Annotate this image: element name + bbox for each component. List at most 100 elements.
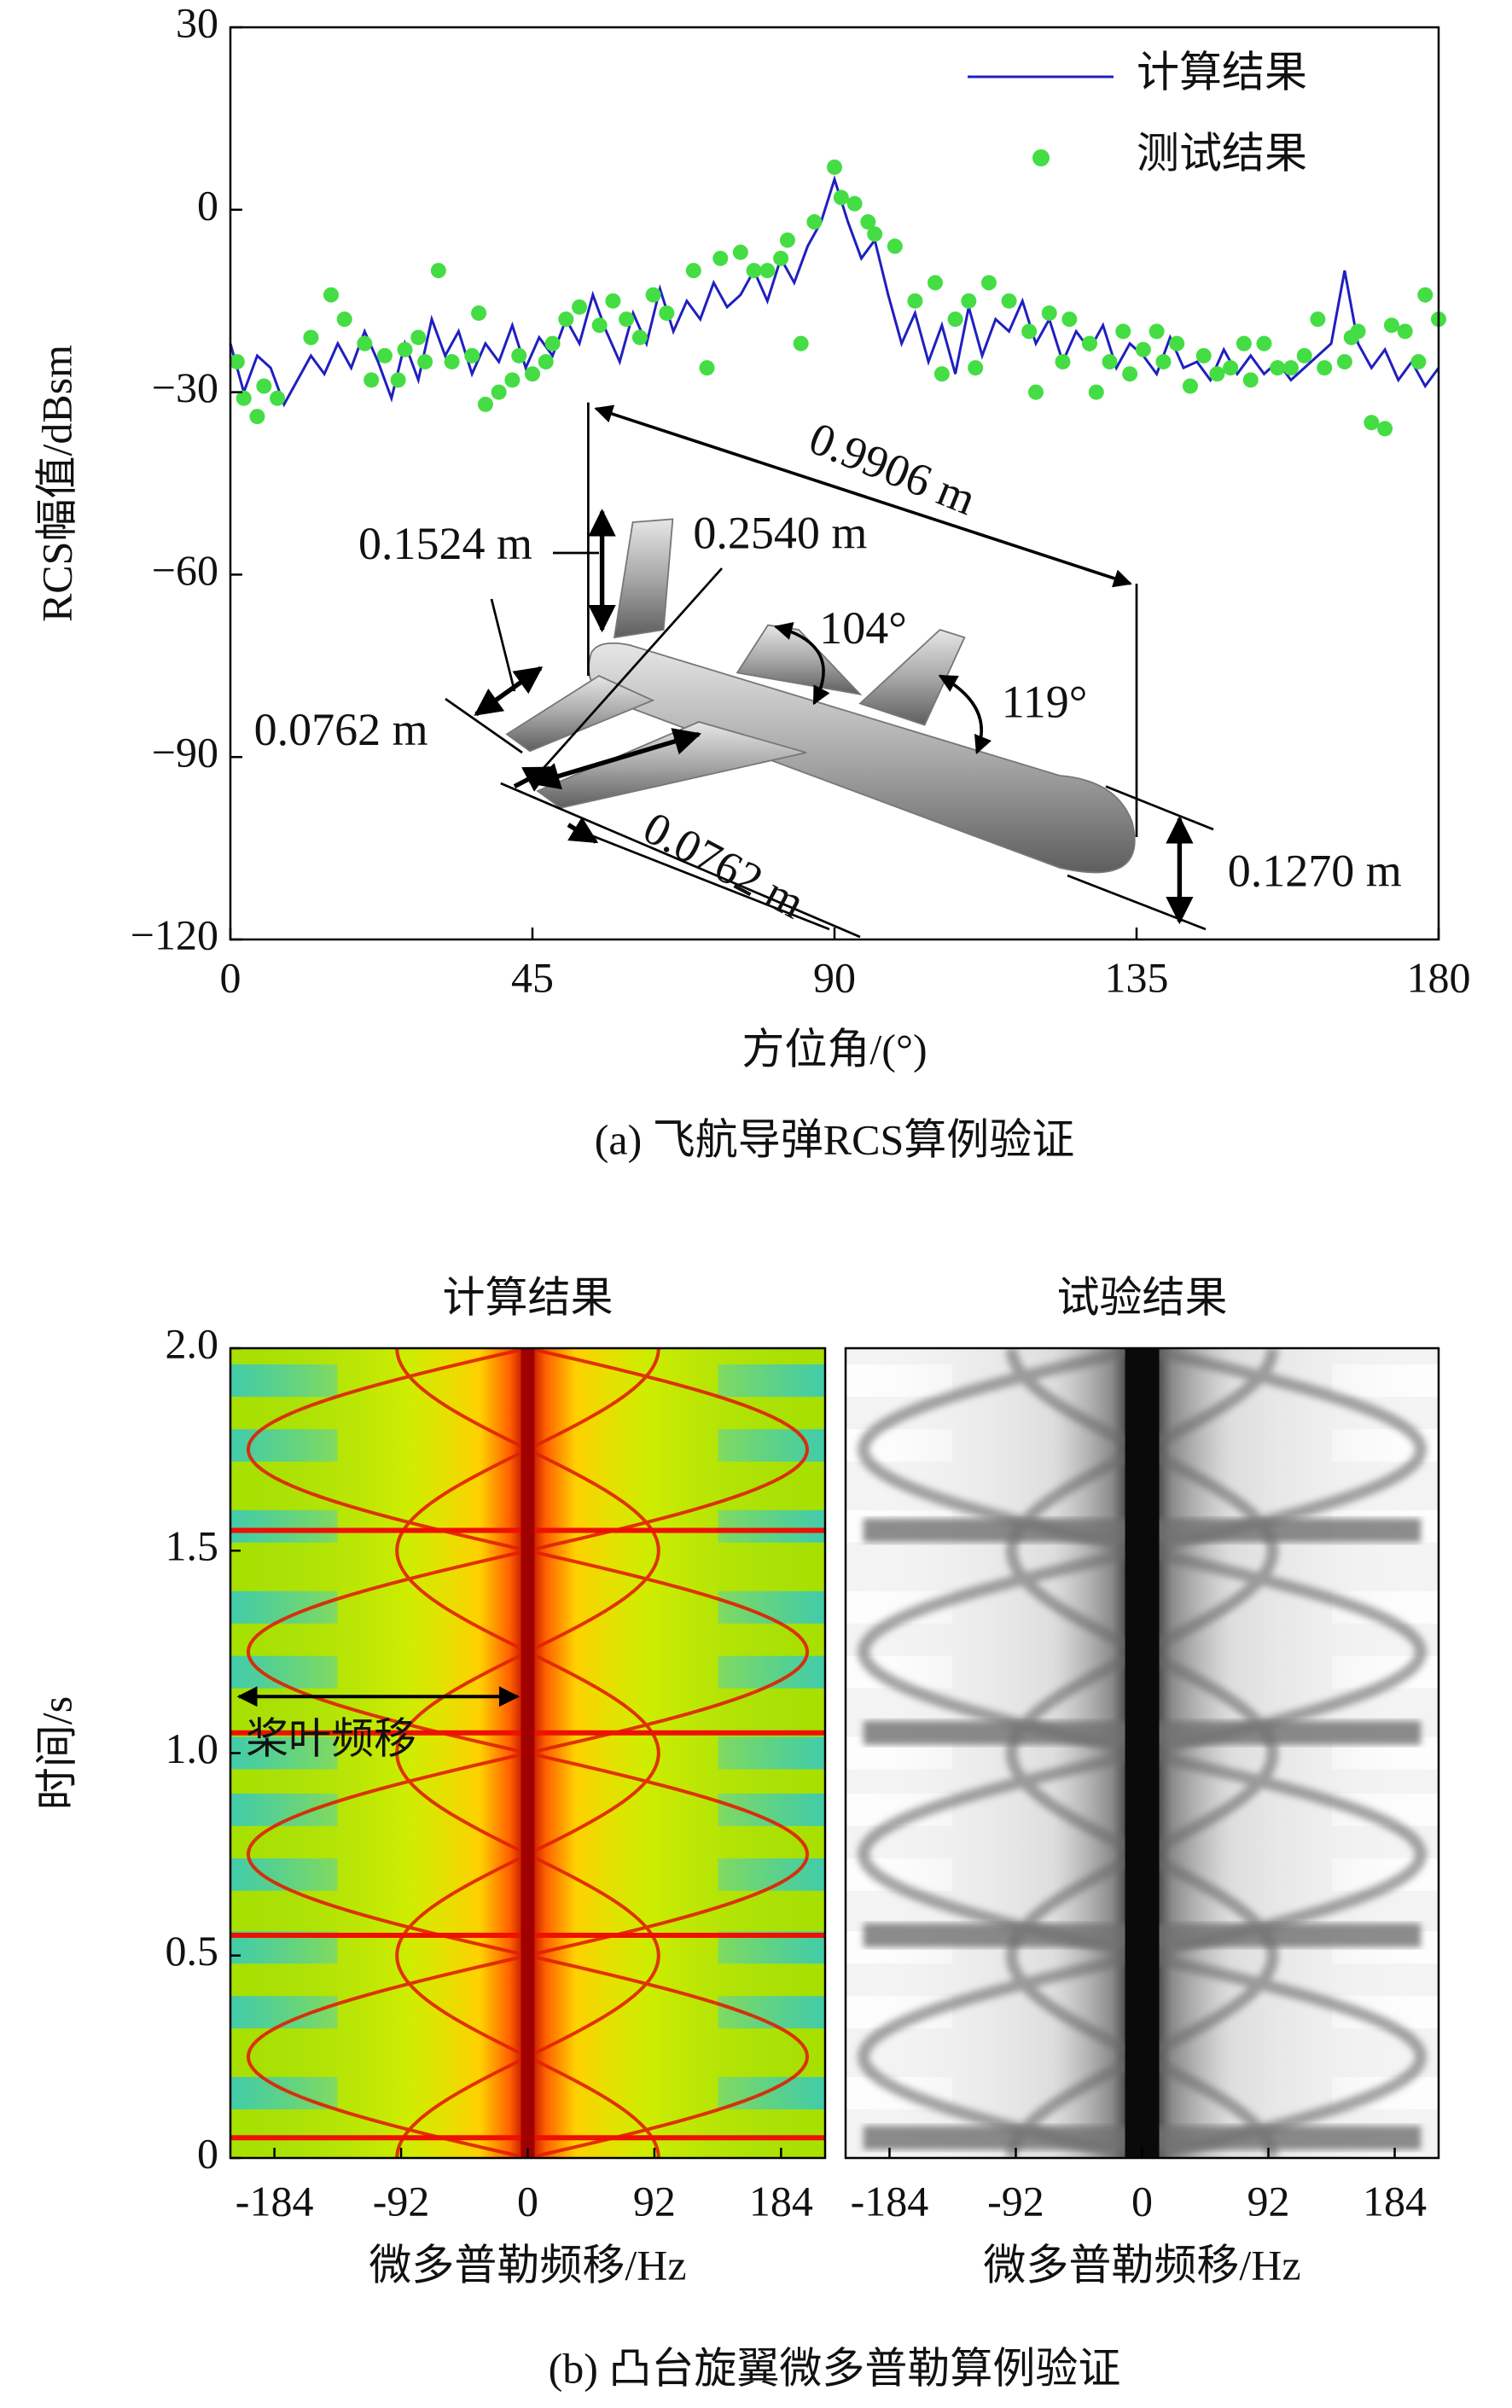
x-tick-label: 45 bbox=[511, 953, 554, 1001]
spectrogram-image bbox=[230, 1348, 825, 2158]
data-point bbox=[270, 390, 286, 406]
image-axis bbox=[520, 1348, 535, 2158]
leader-line bbox=[490, 598, 516, 692]
data-point bbox=[793, 335, 809, 352]
y-tick-label: −90 bbox=[152, 729, 218, 776]
data-point bbox=[1377, 421, 1393, 437]
data-point bbox=[961, 293, 977, 309]
image-axis bbox=[1125, 1348, 1160, 2158]
data-point bbox=[980, 275, 997, 291]
caption: (a) 飞航导弹RCS算例验证 bbox=[595, 1115, 1075, 1163]
data-point bbox=[1282, 360, 1299, 376]
data-point bbox=[249, 409, 265, 425]
data-point bbox=[685, 263, 701, 279]
data-point bbox=[779, 232, 795, 248]
data-point bbox=[376, 347, 393, 364]
data-point bbox=[1350, 323, 1366, 340]
data-point bbox=[544, 335, 561, 352]
data-point bbox=[390, 372, 406, 388]
data-point bbox=[1417, 287, 1433, 303]
x-tick-label: 180 bbox=[1407, 953, 1471, 1001]
data-point bbox=[1242, 372, 1259, 388]
data-point bbox=[712, 250, 729, 266]
y-tick-label: 30 bbox=[176, 0, 218, 46]
data-point bbox=[558, 311, 574, 328]
legend-label: 计算结果 bbox=[1137, 48, 1307, 96]
dimension-arrow bbox=[567, 817, 599, 844]
x-tick-label: 184 bbox=[749, 2177, 813, 2225]
data-point bbox=[746, 263, 762, 279]
x-tick-label: 135 bbox=[1105, 953, 1169, 1001]
data-point bbox=[699, 360, 715, 376]
data-point bbox=[631, 329, 648, 346]
dimension-arrow bbox=[532, 728, 702, 790]
data-point bbox=[1102, 353, 1118, 369]
dimension-arrow bbox=[513, 765, 553, 792]
data-point bbox=[1028, 384, 1044, 400]
data-point bbox=[1296, 347, 1312, 364]
data-point bbox=[1149, 323, 1165, 340]
x-tick-label: -184 bbox=[851, 2177, 929, 2225]
data-point bbox=[1135, 341, 1151, 358]
x-axis-label: 微多普勒频移/Hz bbox=[369, 2241, 686, 2289]
data-point bbox=[591, 317, 608, 334]
y-tick-label: 0 bbox=[197, 2129, 218, 2177]
guide-line bbox=[445, 697, 523, 754]
y-tick-label: −120 bbox=[131, 910, 218, 958]
data-line bbox=[229, 175, 1440, 408]
image-curve bbox=[395, 1348, 660, 2158]
data-point bbox=[1397, 323, 1413, 340]
image-curve bbox=[395, 1348, 660, 2158]
data-point bbox=[357, 335, 373, 352]
data-point bbox=[1270, 360, 1286, 376]
spectrogram-image bbox=[846, 1348, 1439, 2158]
data-point bbox=[1115, 323, 1131, 340]
y-tick-label: 0 bbox=[197, 181, 218, 229]
annotation: 0.1524 m bbox=[358, 518, 532, 569]
data-point bbox=[572, 299, 588, 315]
x-tick-label: -184 bbox=[236, 2177, 314, 2225]
y-tick-label: 1.0 bbox=[166, 1725, 219, 1772]
data-point bbox=[887, 238, 903, 254]
y-tick-label: 2.0 bbox=[166, 1319, 219, 1367]
data-point bbox=[773, 250, 789, 266]
x-tick-label: 0 bbox=[220, 953, 241, 1001]
data-point bbox=[1383, 317, 1399, 334]
x-axis-label: 方位角/(°) bbox=[741, 1025, 927, 1073]
annotation: 0.1270 m bbox=[1228, 845, 1402, 896]
missile-diagram: 0.9906 m 0.1524 m 0.2540 m 104° 119° 0.0… bbox=[254, 402, 1402, 939]
x-tick-label: -92 bbox=[373, 2177, 430, 2225]
annotation: 119° bbox=[1002, 676, 1088, 727]
data-point bbox=[1001, 293, 1017, 309]
data-point bbox=[363, 372, 380, 388]
data-point bbox=[1182, 378, 1198, 394]
data-point bbox=[1055, 353, 1071, 369]
data-point bbox=[933, 366, 950, 382]
data-point bbox=[256, 378, 272, 394]
dimension-line bbox=[575, 828, 830, 931]
panel-title: 计算结果 bbox=[443, 1273, 614, 1321]
data-point bbox=[1223, 360, 1239, 376]
data-point bbox=[968, 360, 984, 376]
data-point bbox=[1088, 384, 1104, 400]
data-point bbox=[928, 275, 943, 291]
tail bbox=[613, 518, 674, 639]
data-point bbox=[397, 341, 413, 358]
x-tick-label: 0 bbox=[1131, 2177, 1153, 2225]
y-axis-label: RCS幅值/dBsm bbox=[32, 345, 80, 622]
guide-line bbox=[500, 782, 861, 939]
legend-swatch bbox=[1032, 149, 1050, 166]
data-point bbox=[1236, 335, 1252, 352]
data-point bbox=[907, 293, 923, 309]
data-point bbox=[1336, 353, 1352, 369]
data-point bbox=[827, 159, 842, 175]
data-point bbox=[303, 329, 319, 346]
data-point bbox=[860, 214, 876, 230]
data-point bbox=[619, 311, 635, 328]
angle-arc bbox=[773, 621, 830, 706]
data-point bbox=[867, 226, 883, 242]
y-tick-label: −30 bbox=[152, 364, 218, 411]
data-point bbox=[1310, 311, 1326, 328]
data-point bbox=[1195, 347, 1212, 364]
